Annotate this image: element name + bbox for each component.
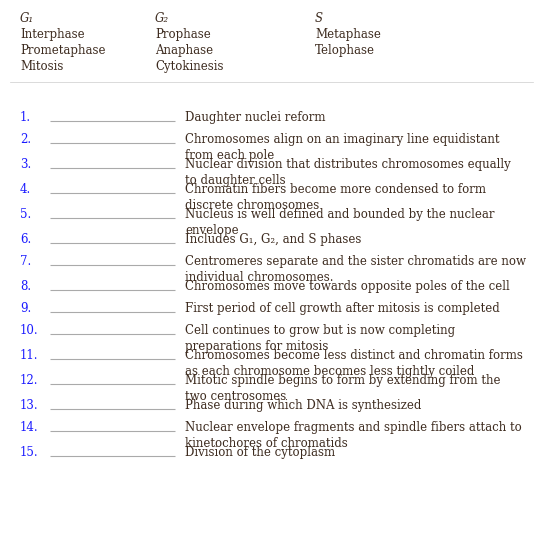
Text: Prometaphase: Prometaphase [20, 44, 105, 57]
Text: 5.: 5. [20, 208, 31, 221]
Text: 10.: 10. [20, 324, 39, 337]
Text: Chromosomes align on an imaginary line equidistant
from each pole: Chromosomes align on an imaginary line e… [185, 133, 500, 162]
Text: Interphase: Interphase [20, 28, 85, 41]
Text: Nuclear envelope fragments and spindle fibers attach to
kinetochores of chromati: Nuclear envelope fragments and spindle f… [185, 421, 522, 450]
Text: Daughter nuclei reform: Daughter nuclei reform [185, 111, 325, 124]
Text: Cell continues to grow but is now completing
preparations for mitosis: Cell continues to grow but is now comple… [185, 324, 455, 353]
Text: Centromeres separate and the sister chromatids are now
individual chromosomes.: Centromeres separate and the sister chro… [185, 255, 526, 284]
Text: Telophase: Telophase [315, 44, 375, 57]
Text: Chromosomes become less distinct and chromatin forms
as each chromosome becomes : Chromosomes become less distinct and chr… [185, 349, 523, 378]
Text: Nuclear division that distributes chromosomes equally
to daughter cells: Nuclear division that distributes chromo… [185, 158, 511, 187]
Text: 4.: 4. [20, 183, 31, 196]
Text: 9.: 9. [20, 302, 31, 315]
Text: Metaphase: Metaphase [315, 28, 381, 41]
Text: 12.: 12. [20, 374, 39, 387]
Text: Cytokinesis: Cytokinesis [155, 60, 224, 73]
Text: Anaphase: Anaphase [155, 44, 213, 57]
Text: G₂: G₂ [155, 12, 169, 25]
Text: 13.: 13. [20, 399, 39, 412]
Text: Chromatin fibers become more condensed to form
discrete chromosomes: Chromatin fibers become more condensed t… [185, 183, 486, 212]
Text: First period of cell growth after mitosis is completed: First period of cell growth after mitosi… [185, 302, 500, 315]
Text: 11.: 11. [20, 349, 39, 362]
Text: 6.: 6. [20, 233, 31, 246]
Text: 1.: 1. [20, 111, 31, 124]
Text: 15.: 15. [20, 446, 39, 459]
Text: Prophase: Prophase [155, 28, 211, 41]
Text: 3.: 3. [20, 158, 31, 171]
Text: Includes G₁, G₂, and S phases: Includes G₁, G₂, and S phases [185, 233, 362, 246]
Text: Division of the cytoplasm: Division of the cytoplasm [185, 446, 335, 459]
Text: Mitosis: Mitosis [20, 60, 64, 73]
Text: 8.: 8. [20, 280, 31, 293]
Text: Chromosomes move towards opposite poles of the cell: Chromosomes move towards opposite poles … [185, 280, 510, 293]
Text: S: S [315, 12, 323, 25]
Text: Phase during which DNA is synthesized: Phase during which DNA is synthesized [185, 399, 421, 412]
Text: 2.: 2. [20, 133, 31, 146]
Text: 14.: 14. [20, 421, 39, 434]
Text: G₁: G₁ [20, 12, 34, 25]
Text: 7.: 7. [20, 255, 31, 268]
Text: Nucleus is well defined and bounded by the nuclear
envelope: Nucleus is well defined and bounded by t… [185, 208, 495, 237]
Text: Mitotic spindle begins to form by extending from the
two centrosomes: Mitotic spindle begins to form by extend… [185, 374, 501, 403]
